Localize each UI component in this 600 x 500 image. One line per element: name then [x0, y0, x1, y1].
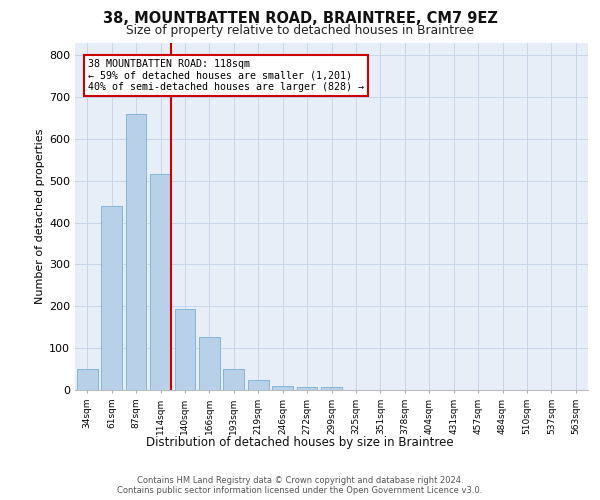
Text: Contains HM Land Registry data © Crown copyright and database right 2024.
Contai: Contains HM Land Registry data © Crown c… [118, 476, 482, 495]
Bar [150, 174, 171, 390]
Bar [248, 380, 269, 390]
Text: Size of property relative to detached houses in Braintree: Size of property relative to detached ho… [126, 24, 474, 37]
Text: Distribution of detached houses by size in Braintree: Distribution of detached houses by size … [146, 436, 454, 449]
Bar [296, 387, 317, 390]
Bar [77, 369, 98, 390]
Text: 38, MOUNTBATTEN ROAD, BRAINTREE, CM7 9EZ: 38, MOUNTBATTEN ROAD, BRAINTREE, CM7 9EZ [103, 11, 497, 26]
Bar [175, 309, 196, 390]
Bar [321, 387, 342, 390]
Bar [101, 206, 122, 390]
Text: 38 MOUNTBATTEN ROAD: 118sqm
← 59% of detached houses are smaller (1,201)
40% of : 38 MOUNTBATTEN ROAD: 118sqm ← 59% of det… [88, 59, 364, 92]
Bar [125, 114, 146, 390]
Bar [272, 386, 293, 390]
Bar [223, 369, 244, 390]
Y-axis label: Number of detached properties: Number of detached properties [35, 128, 45, 304]
Bar [199, 337, 220, 390]
